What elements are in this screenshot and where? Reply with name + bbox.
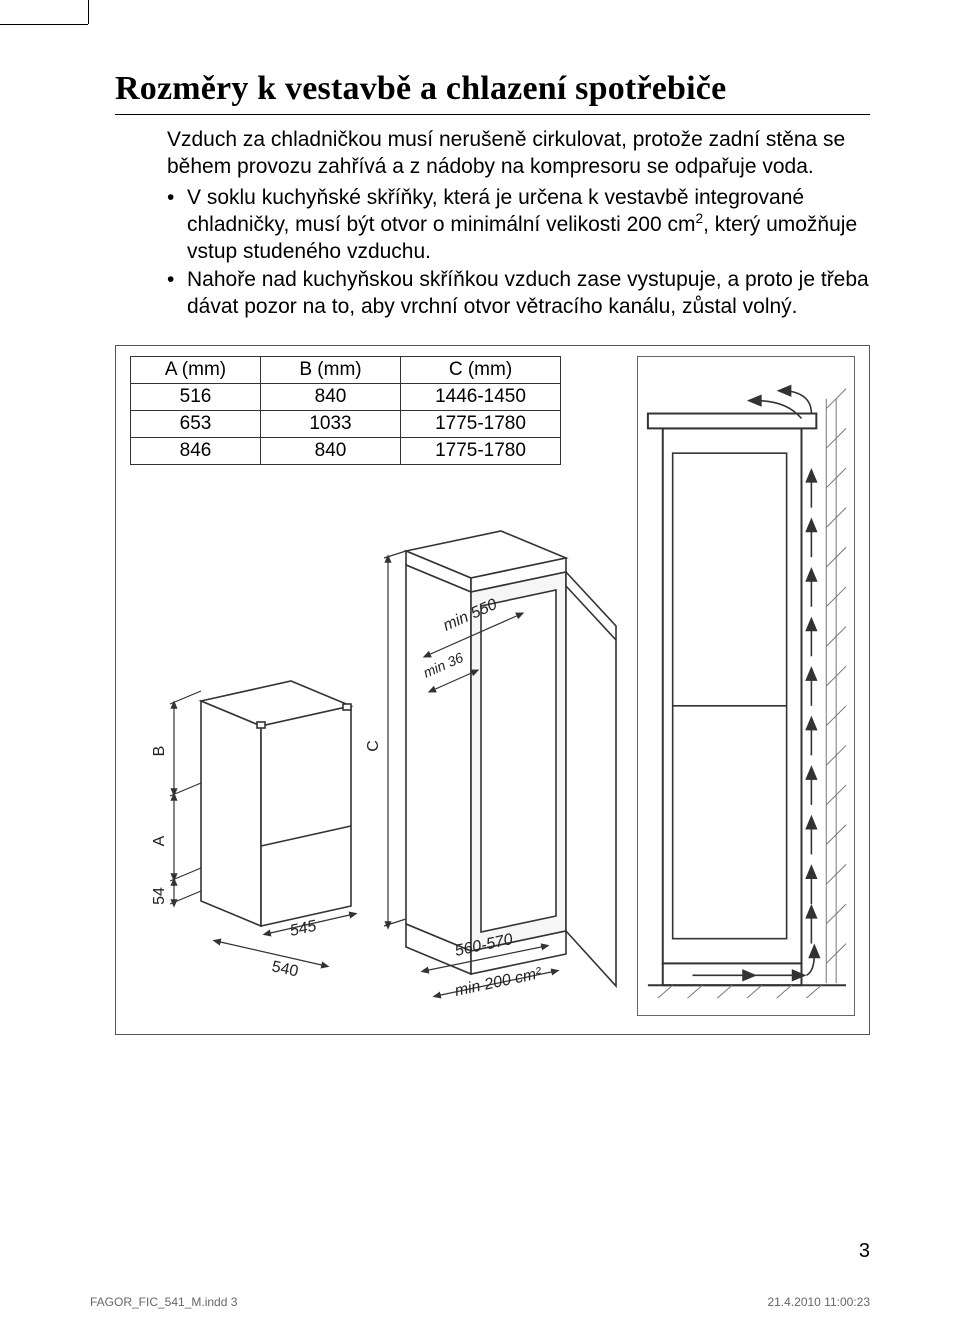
- col-header-a: A (mm): [131, 357, 261, 384]
- page-number: 3: [859, 1240, 870, 1263]
- col-header-b: B (mm): [261, 357, 401, 384]
- diagram-airflow: [637, 356, 855, 1016]
- dimensions-table: A (mm) B (mm) C (mm) 516 840 1446-1450 6…: [130, 356, 561, 465]
- svg-text:B: B: [151, 746, 168, 757]
- crop-mark-vertical: [88, 0, 89, 24]
- svg-text:C: C: [365, 740, 382, 752]
- intro-paragraph: Vzduch za chladničkou musí nerušeně cirk…: [167, 127, 870, 181]
- footer: FAGOR_FIC_541_M.indd 3 21.4.2010 11:00:2…: [90, 1295, 870, 1309]
- page-title: Rozměry k vestavbě a chlazení spotřebiče: [115, 70, 870, 108]
- bullet-list: V soklu kuchyňské skříňky, která je urče…: [167, 185, 870, 321]
- figure-area: A (mm) B (mm) C (mm) 516 840 1446-1450 6…: [115, 345, 870, 1035]
- svg-text:54: 54: [151, 887, 168, 905]
- title-rule: [115, 114, 870, 115]
- svg-text:540: 540: [270, 958, 300, 980]
- crop-mark-horizontal: [0, 24, 88, 25]
- bullet-1: V soklu kuchyňské skříňky, která je urče…: [167, 185, 870, 266]
- cabinets-svg: 54 A B 540 545 C: [126, 496, 621, 1016]
- col-header-c: C (mm): [401, 357, 561, 384]
- svg-text:A: A: [151, 835, 168, 846]
- bullet-2: Nahoře nad kuchyňskou skříňkou vzduch za…: [167, 267, 870, 321]
- footer-filename: FAGOR_FIC_541_M.indd 3: [90, 1295, 237, 1309]
- table-row: 516 840 1446-1450: [131, 384, 561, 411]
- table-header-row: A (mm) B (mm) C (mm): [131, 357, 561, 384]
- table-row: 846 840 1775-1780: [131, 438, 561, 465]
- diagram-cabinets: 54 A B 540 545 C: [126, 496, 621, 1016]
- body-text: Vzduch za chladničkou musí nerušeně cirk…: [167, 127, 870, 321]
- svg-text:545: 545: [288, 918, 318, 940]
- footer-timestamp: 21.4.2010 11:00:23: [767, 1295, 870, 1309]
- airflow-svg: [638, 357, 854, 1015]
- table-row: 653 1033 1775-1780: [131, 411, 561, 438]
